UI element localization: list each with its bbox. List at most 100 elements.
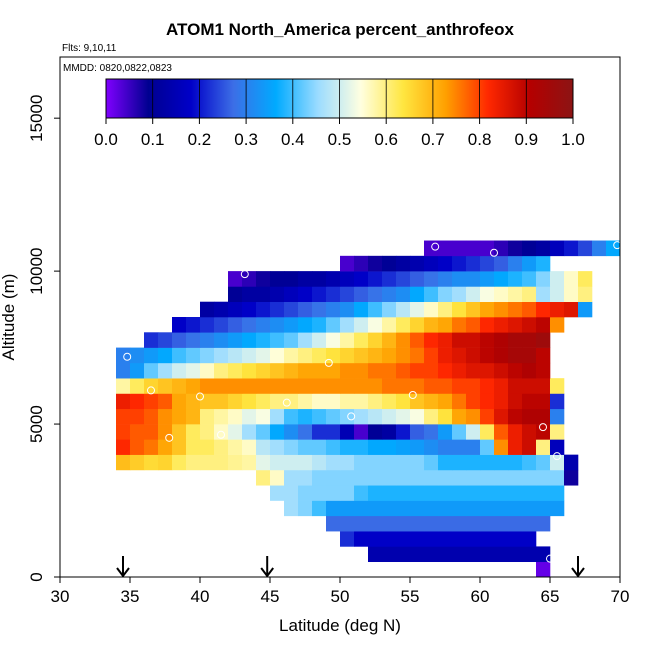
heatmap-cell xyxy=(326,332,341,348)
heatmap-cell xyxy=(284,271,299,287)
heatmap-cell xyxy=(438,439,453,455)
heatmap-cell xyxy=(354,439,369,455)
heatmap-cell xyxy=(326,469,341,486)
heatmap-cell xyxy=(340,362,355,379)
heatmap-cell xyxy=(536,255,551,272)
heatmap-cell xyxy=(452,301,467,318)
chart-title: ATOM1 North_America percent_anthrofeox xyxy=(166,20,514,39)
heatmap-cell xyxy=(424,317,439,333)
heatmap-cell xyxy=(354,424,369,440)
heatmap-cell xyxy=(284,500,299,517)
heatmap-cell xyxy=(340,393,355,410)
heatmap-cell xyxy=(354,332,369,348)
heatmap-cell xyxy=(214,393,229,410)
heatmap-cell xyxy=(228,317,243,333)
heatmap-cell xyxy=(452,393,467,410)
heatmap-cell xyxy=(424,240,439,257)
heatmap-cell xyxy=(494,317,509,333)
heatmap-cell xyxy=(228,347,243,364)
heatmap-cell xyxy=(340,439,355,455)
sample-point xyxy=(490,248,498,257)
heatmap-cell xyxy=(368,424,383,440)
heatmap-cell xyxy=(284,408,299,425)
heatmap-cell xyxy=(312,271,327,287)
heatmap-cell xyxy=(550,454,565,471)
heatmap-cell xyxy=(522,332,537,348)
heatmap-cell xyxy=(354,531,369,547)
heatmap-cell xyxy=(214,424,229,440)
heatmap-cell xyxy=(494,454,509,471)
heatmap-cell xyxy=(550,301,565,318)
heatmap-cell xyxy=(368,485,383,501)
heatmap-cell xyxy=(480,271,495,287)
heatmap-cell xyxy=(508,362,523,379)
heatmap-cell xyxy=(130,408,145,425)
heatmap-cell xyxy=(452,454,467,471)
heatmap-cell xyxy=(522,469,537,486)
heatmap-cell xyxy=(396,424,411,440)
heatmap-cell xyxy=(172,317,187,333)
heatmap-cell xyxy=(508,485,523,501)
colorbar-tick-label: 0.3 xyxy=(234,130,258,149)
heatmap-cell xyxy=(452,424,467,440)
heatmap-cell xyxy=(242,362,257,379)
heatmap-cell xyxy=(480,286,495,303)
heatmap-cell xyxy=(508,439,523,455)
heatmap-cell xyxy=(228,362,243,379)
heatmap-cell xyxy=(130,347,145,364)
heatmap-cell xyxy=(466,378,481,394)
heatmap-cell xyxy=(522,301,537,318)
heatmap-cell xyxy=(466,393,481,410)
heatmap-cell xyxy=(144,332,159,348)
sample-point xyxy=(562,332,571,341)
heatmap-cell xyxy=(186,439,201,455)
heatmap-cell xyxy=(312,454,327,471)
heatmap-cell xyxy=(452,362,467,379)
heatmap-cell xyxy=(578,240,593,257)
heatmap-cell xyxy=(298,485,313,501)
heatmap-cell xyxy=(466,271,481,287)
heatmap-cell xyxy=(480,546,495,563)
heatmap-cell xyxy=(368,546,383,563)
heatmap-cell xyxy=(382,362,397,379)
heatmap-cell xyxy=(298,286,313,303)
heatmap-cell xyxy=(214,408,229,425)
heatmap-cell xyxy=(130,393,145,410)
heatmap-cell xyxy=(466,255,481,272)
colorbar-tick-label: 0.5 xyxy=(328,130,352,149)
heatmap-cell xyxy=(130,439,145,455)
heatmap-cell xyxy=(424,424,439,440)
heatmap-cell xyxy=(354,500,369,517)
heatmap-cell xyxy=(382,546,397,563)
heatmap-cell xyxy=(186,424,201,440)
heatmap-cell xyxy=(396,255,411,272)
heatmap-cell xyxy=(354,255,369,272)
heatmap-cell xyxy=(382,347,397,364)
heatmap-cell xyxy=(424,271,439,287)
heatmap-cell xyxy=(536,317,551,333)
heatmap-cell xyxy=(284,317,299,333)
heatmap-cell xyxy=(228,424,243,440)
heatmap-cell xyxy=(354,347,369,364)
heatmap-cell xyxy=(396,332,411,348)
heatmap-cell xyxy=(522,408,537,425)
heatmap-cell xyxy=(228,408,243,425)
heatmap-cell xyxy=(158,408,173,425)
heatmap-cell xyxy=(326,362,341,379)
heatmap-cell xyxy=(396,271,411,287)
heatmap-cell xyxy=(326,301,341,318)
x-tick-label: 60 xyxy=(471,587,490,606)
heatmap-cell xyxy=(270,469,285,486)
heatmap-cell xyxy=(396,393,411,410)
sample-point xyxy=(123,352,132,361)
heatmap-cell xyxy=(522,439,537,455)
heatmap-cell xyxy=(326,408,341,425)
flight-arrow-head xyxy=(571,567,585,578)
heatmap-cell xyxy=(564,454,579,471)
heatmap-cell xyxy=(172,393,187,410)
heatmap-cell xyxy=(396,301,411,318)
heatmap-cell xyxy=(354,515,369,532)
heatmap-cell xyxy=(396,485,411,501)
heatmap-cell xyxy=(466,347,481,364)
heatmap-cell xyxy=(410,271,425,287)
